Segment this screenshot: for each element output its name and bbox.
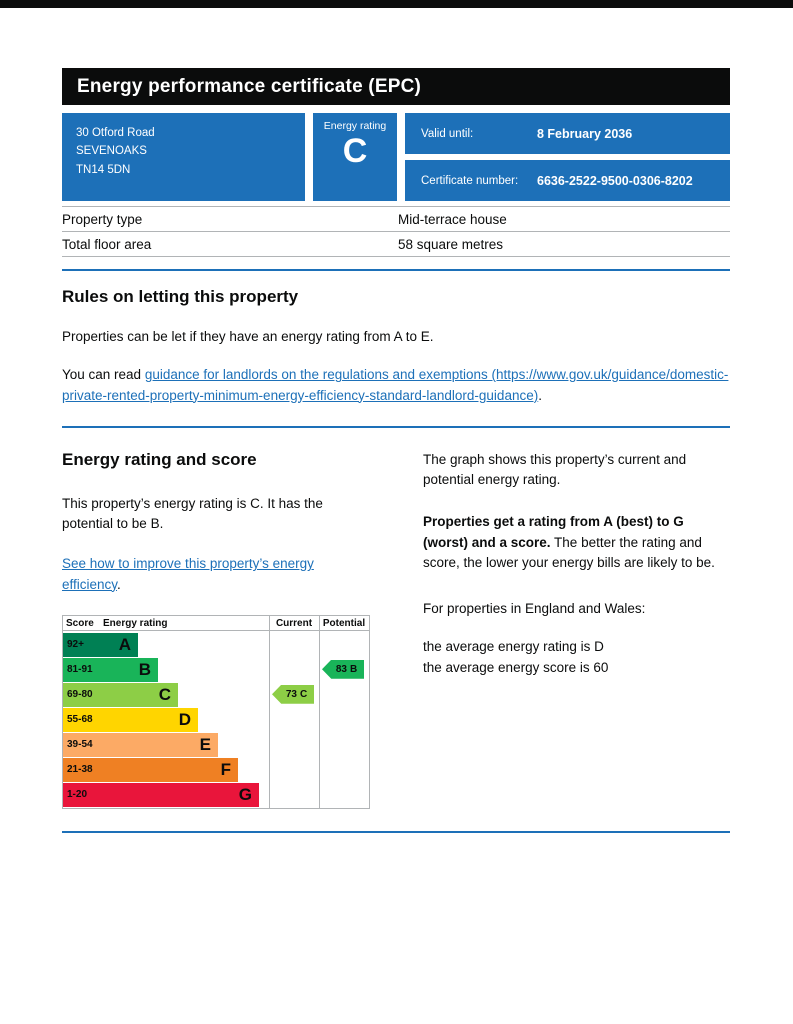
property-type-value: Mid-terrace house bbox=[398, 211, 507, 227]
table-row: Property type Mid-terrace house bbox=[62, 207, 730, 232]
band-letter: A bbox=[118, 635, 131, 655]
band-score: 81-91 bbox=[67, 664, 93, 676]
epc-band-c: 69-80 C bbox=[63, 682, 178, 707]
address-line-2: SEVENOAKS bbox=[76, 145, 147, 158]
epc-band-g: 1-20 G bbox=[63, 782, 259, 807]
epc-band-e: 39-54 E bbox=[63, 732, 218, 757]
section-divider bbox=[62, 830, 730, 833]
rating-explanation: Properties get a rating from A (best) to… bbox=[423, 512, 730, 573]
band-letter: D bbox=[178, 710, 191, 730]
guidance-text-suffix: . bbox=[538, 387, 542, 403]
band-score: 55-68 bbox=[67, 714, 93, 726]
property-details-table: Property type Mid-terrace house Total fl… bbox=[62, 206, 730, 257]
rules-section: Rules on letting this property Propertie… bbox=[62, 287, 730, 406]
guidance-paragraph: You can read guidance for landlords on t… bbox=[62, 365, 730, 406]
band-score: 1-20 bbox=[67, 789, 88, 801]
chart-header-row: Score Energy rating Current Potential bbox=[63, 616, 369, 631]
energy-rating-value: C bbox=[342, 132, 368, 170]
epc-bands: 92+ A 81-91 B 69-80 C bbox=[63, 631, 369, 807]
band-score: 69-80 bbox=[67, 689, 93, 701]
epc-chart: Score Energy rating Current Potential 92… bbox=[62, 614, 370, 809]
band-score: 21-38 bbox=[67, 764, 93, 776]
band-score: 39-54 bbox=[67, 739, 93, 751]
england-wales-intro: For properties in England and Wales: bbox=[423, 601, 646, 616]
current-score: 73 bbox=[285, 688, 297, 700]
improve-efficiency-link[interactable]: See how to improve this property’s energ… bbox=[62, 556, 314, 592]
energy-rating-section: Energy rating and score This property’s … bbox=[62, 450, 730, 809]
certificate-meta: Valid until: 8 February 2036 Certificate… bbox=[405, 113, 730, 201]
page-content: Energy performance certificate (EPC) 30 … bbox=[62, 68, 730, 833]
band-score: 92+ bbox=[67, 639, 84, 651]
valid-until-label: Valid until: bbox=[421, 127, 474, 140]
energy-rating-box: Energy rating C bbox=[313, 113, 397, 201]
band-letter: G bbox=[238, 785, 252, 805]
summary-panel: 30 Otford Road SEVENOAKS TN14 5DN Energy… bbox=[62, 113, 730, 201]
graph-description: The graph shows this property’s current … bbox=[423, 451, 687, 487]
potential-score: 83 bbox=[335, 663, 347, 675]
valid-until-row: Valid until: 8 February 2036 bbox=[405, 113, 730, 154]
chart-body: 92+ A 81-91 B 69-80 C bbox=[63, 631, 369, 808]
epc-band-b: 81-91 B bbox=[63, 657, 158, 682]
landlord-guidance-link[interactable]: guidance for landlords on the regulation… bbox=[62, 367, 729, 403]
section-divider bbox=[62, 269, 730, 271]
band-letter: C bbox=[158, 685, 171, 705]
rules-paragraph: Properties can be let if they have an en… bbox=[62, 329, 434, 344]
certificate-number-label: Certificate number: bbox=[421, 174, 519, 187]
potential-rating-marker: 83 B bbox=[322, 659, 364, 679]
valid-until-value: 8 February 2036 bbox=[537, 126, 633, 141]
top-black-bar bbox=[0, 0, 793, 8]
floor-area-label: Total floor area bbox=[62, 236, 152, 252]
rules-heading: Rules on letting this property bbox=[62, 287, 299, 306]
epc-band-a: 92+ A bbox=[63, 632, 138, 657]
average-score-line: the average energy score is 60 bbox=[423, 659, 609, 675]
document-header: Energy performance certificate (EPC) bbox=[62, 68, 730, 105]
chart-col-score: Score bbox=[66, 617, 94, 629]
chart-col-energy-rating: Energy rating bbox=[103, 617, 168, 629]
average-stats: the average energy rating is D the averag… bbox=[423, 637, 730, 678]
certificate-number-value: 6636-2522-9500-0306-8202 bbox=[537, 173, 693, 188]
improve-paragraph: See how to improve this property’s energ… bbox=[62, 554, 370, 595]
rating-right-column: The graph shows this property’s current … bbox=[423, 450, 730, 809]
certificate-number-row: Certificate number: 6636-2522-9500-0306-… bbox=[405, 160, 730, 201]
current-letter: C bbox=[299, 688, 308, 700]
rating-left-column: Energy rating and score This property’s … bbox=[62, 450, 370, 809]
section-divider bbox=[62, 425, 730, 428]
property-address: 30 Otford Road SEVENOAKS TN14 5DN bbox=[62, 113, 305, 201]
chart-col-current: Current bbox=[275, 617, 313, 629]
rating-explanation-bold: Properties get a rating from A (best) to… bbox=[423, 514, 684, 550]
floor-area-value: 58 square metres bbox=[398, 236, 504, 252]
page-title: Energy performance certificate (EPC) bbox=[77, 75, 422, 97]
rating-explanation-rest: The better the rating and score, the low… bbox=[423, 534, 715, 570]
energy-rating-label: Energy rating bbox=[323, 120, 387, 132]
improve-link-suffix: . bbox=[117, 576, 121, 592]
potential-letter: B bbox=[349, 663, 358, 675]
address-line-1: 30 Otford Road bbox=[76, 127, 155, 139]
chart-col-potential: Potential bbox=[322, 617, 366, 629]
current-rating-marker: 73 C bbox=[272, 684, 314, 704]
chart-column-divider bbox=[269, 615, 270, 808]
chart-column-divider bbox=[319, 615, 320, 808]
band-letter: E bbox=[199, 735, 211, 755]
rating-intro: This property’s energy rating is C. It h… bbox=[62, 495, 323, 531]
epc-band-f: 21-38 F bbox=[63, 757, 238, 782]
address-line-3: TN14 5DN bbox=[76, 163, 131, 176]
average-rating-line: the average energy rating is D bbox=[423, 639, 604, 655]
epc-band-d: 55-68 D bbox=[63, 707, 198, 732]
band-letter: B bbox=[138, 660, 151, 680]
band-letter: F bbox=[220, 760, 231, 780]
table-row: Total floor area 58 square metres bbox=[62, 232, 730, 257]
rating-heading: Energy rating and score bbox=[62, 449, 257, 469]
property-type-label: Property type bbox=[62, 211, 143, 227]
guidance-text-prefix: You can read bbox=[62, 367, 145, 383]
